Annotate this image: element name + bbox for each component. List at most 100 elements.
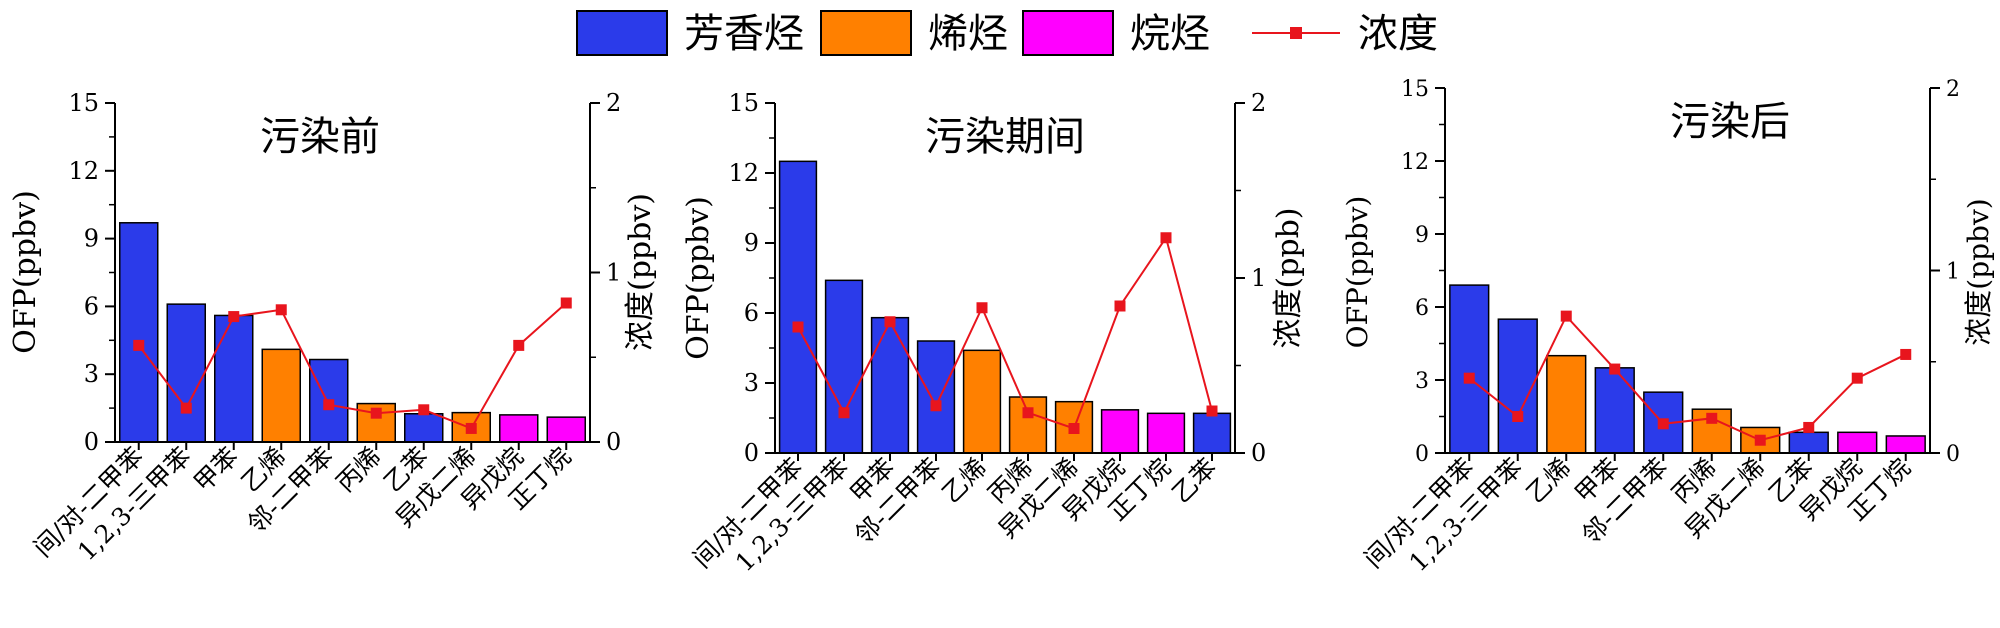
bar-3 xyxy=(1546,354,1587,454)
bar-10 xyxy=(546,416,586,443)
legend-line-sample xyxy=(1252,27,1340,39)
legend-label-aromatic: 芳香烃 xyxy=(684,11,804,57)
right-tick-label-1: 1 xyxy=(606,259,621,287)
bar-9 xyxy=(1146,412,1186,454)
right-tick-label-1: 1 xyxy=(1946,260,1960,285)
concentration-point-10 xyxy=(1900,348,1912,360)
concentration-point-2 xyxy=(1512,411,1524,422)
legend: 芳香烃 烯烃 烷烃 浓度 xyxy=(576,6,1476,62)
left-tick-label-3: 3 xyxy=(1415,369,1429,394)
x-tick-label-3: 甲苯 xyxy=(188,442,244,498)
concentration-point-1 xyxy=(133,339,145,351)
left-tick-label-15: 15 xyxy=(68,89,99,117)
legend-line-marker xyxy=(1290,27,1302,39)
left-tick-label-9: 9 xyxy=(744,229,759,257)
concentration-point-4 xyxy=(275,304,287,316)
right-tick-label-2: 2 xyxy=(1946,77,1960,102)
concentration-point-10 xyxy=(560,297,572,309)
left-tick-label-6: 6 xyxy=(1415,296,1429,321)
bar-8 xyxy=(1788,431,1829,454)
right-tick-label-2: 2 xyxy=(606,89,621,117)
concentration-point-2 xyxy=(838,407,850,419)
bar-4 xyxy=(261,348,301,443)
right-tick-label-0: 0 xyxy=(606,428,621,456)
legend-item-concentration: 浓度 xyxy=(1252,6,1476,62)
y2-axis-label: 浓度(ppb) xyxy=(1271,207,1306,348)
left-tick-label-0: 0 xyxy=(744,439,759,467)
left-tick-label-12: 12 xyxy=(728,159,759,187)
left-tick-label-15: 15 xyxy=(1401,77,1429,102)
bar-5 xyxy=(962,349,1002,454)
legend-item-aromatic: 芳香烃 xyxy=(576,6,816,62)
concentration-point-9 xyxy=(1851,372,1863,384)
concentration-point-10 xyxy=(1206,405,1218,417)
chart-after: 03691215012间/对-二甲苯1,2,3-三甲苯乙烯甲苯邻-二甲苯丙烯异戊… xyxy=(1341,77,1995,577)
x-tick-label-5: 乙烯 xyxy=(936,453,992,509)
concentration-point-7 xyxy=(1068,423,1080,434)
concentration-point-7 xyxy=(1754,434,1766,446)
concentration-line xyxy=(137,302,567,430)
concentration-point-3 xyxy=(228,311,240,323)
x-tick-label-10: 乙苯 xyxy=(1166,453,1222,509)
concentration-point-2 xyxy=(180,402,192,414)
right-tick-label-0: 0 xyxy=(1946,442,1960,467)
concentration-point-3 xyxy=(884,316,896,328)
chart-title: 污染后 xyxy=(1670,99,1790,145)
right-tick-label-0: 0 xyxy=(1251,439,1266,467)
legend-swatch-aromatic xyxy=(576,10,668,56)
bar-3 xyxy=(214,314,254,443)
y-axis-label: OFP(ppbv) xyxy=(681,196,716,360)
concentration-point-9 xyxy=(1160,232,1172,244)
right-tick-label-2: 2 xyxy=(1251,89,1266,117)
bar-4 xyxy=(1594,367,1635,454)
concentration-point-5 xyxy=(323,399,335,411)
legend-label-concentration: 浓度 xyxy=(1358,11,1438,57)
concentration-point-1 xyxy=(792,321,804,333)
left-tick-label-3: 3 xyxy=(84,360,99,388)
left-tick-label-0: 0 xyxy=(84,428,99,456)
bar-4 xyxy=(916,340,956,454)
chart-title: 污染期间 xyxy=(925,114,1085,160)
chart-title: 污染前 xyxy=(260,114,380,160)
legend-swatch-alkene xyxy=(820,10,912,56)
y2-axis-label: 浓度(ppbv) xyxy=(623,193,658,351)
right-tick-label-1: 1 xyxy=(1251,264,1266,292)
x-tick-label-6: 丙烯 xyxy=(331,442,387,498)
chart-before: 03691215012间/对-二甲苯1,2,3-三甲苯甲苯乙烯邻-二甲苯丙烯乙苯… xyxy=(8,89,658,566)
legend-item-alkene: 烯烃 xyxy=(820,6,1040,62)
bar-2 xyxy=(824,279,864,454)
bar-10 xyxy=(1192,412,1232,454)
left-tick-label-12: 12 xyxy=(68,157,99,185)
legend-item-alkane: 烷烃 xyxy=(1022,6,1242,62)
bar-9 xyxy=(1837,431,1878,454)
left-tick-label-3: 3 xyxy=(744,369,759,397)
concentration-point-6 xyxy=(1706,412,1718,424)
concentration-point-5 xyxy=(1657,418,1669,430)
left-tick-label-15: 15 xyxy=(728,89,759,117)
y-axis-label: OFP(ppbv) xyxy=(1341,196,1374,349)
y-axis-label: OFP(ppbv) xyxy=(8,190,43,354)
bar-1 xyxy=(778,160,818,454)
concentration-point-8 xyxy=(465,422,477,434)
legend-label-alkane: 烷烃 xyxy=(1130,11,1210,57)
concentration-point-1 xyxy=(1463,372,1475,384)
left-tick-label-9: 9 xyxy=(84,225,99,253)
x-tick-label-3: 乙烯 xyxy=(1521,453,1577,509)
legend-swatch-alkane xyxy=(1022,10,1114,56)
legend-label-alkene: 烯烃 xyxy=(928,11,1008,57)
bar-2 xyxy=(1497,318,1538,454)
concentration-point-9 xyxy=(513,339,525,351)
bar-1 xyxy=(1449,284,1490,454)
bar-3 xyxy=(870,316,910,454)
concentration-line xyxy=(797,235,1213,430)
concentration-point-5 xyxy=(976,302,988,314)
bar-6 xyxy=(1008,396,1048,454)
concentration-point-6 xyxy=(370,407,382,419)
bar-10 xyxy=(1885,435,1926,454)
left-tick-label-0: 0 xyxy=(1415,442,1429,467)
left-tick-label-12: 12 xyxy=(1401,150,1429,175)
concentration-point-4 xyxy=(930,400,942,412)
left-tick-label-6: 6 xyxy=(744,299,759,327)
concentration-point-7 xyxy=(418,404,430,416)
left-tick-label-9: 9 xyxy=(1415,223,1429,248)
